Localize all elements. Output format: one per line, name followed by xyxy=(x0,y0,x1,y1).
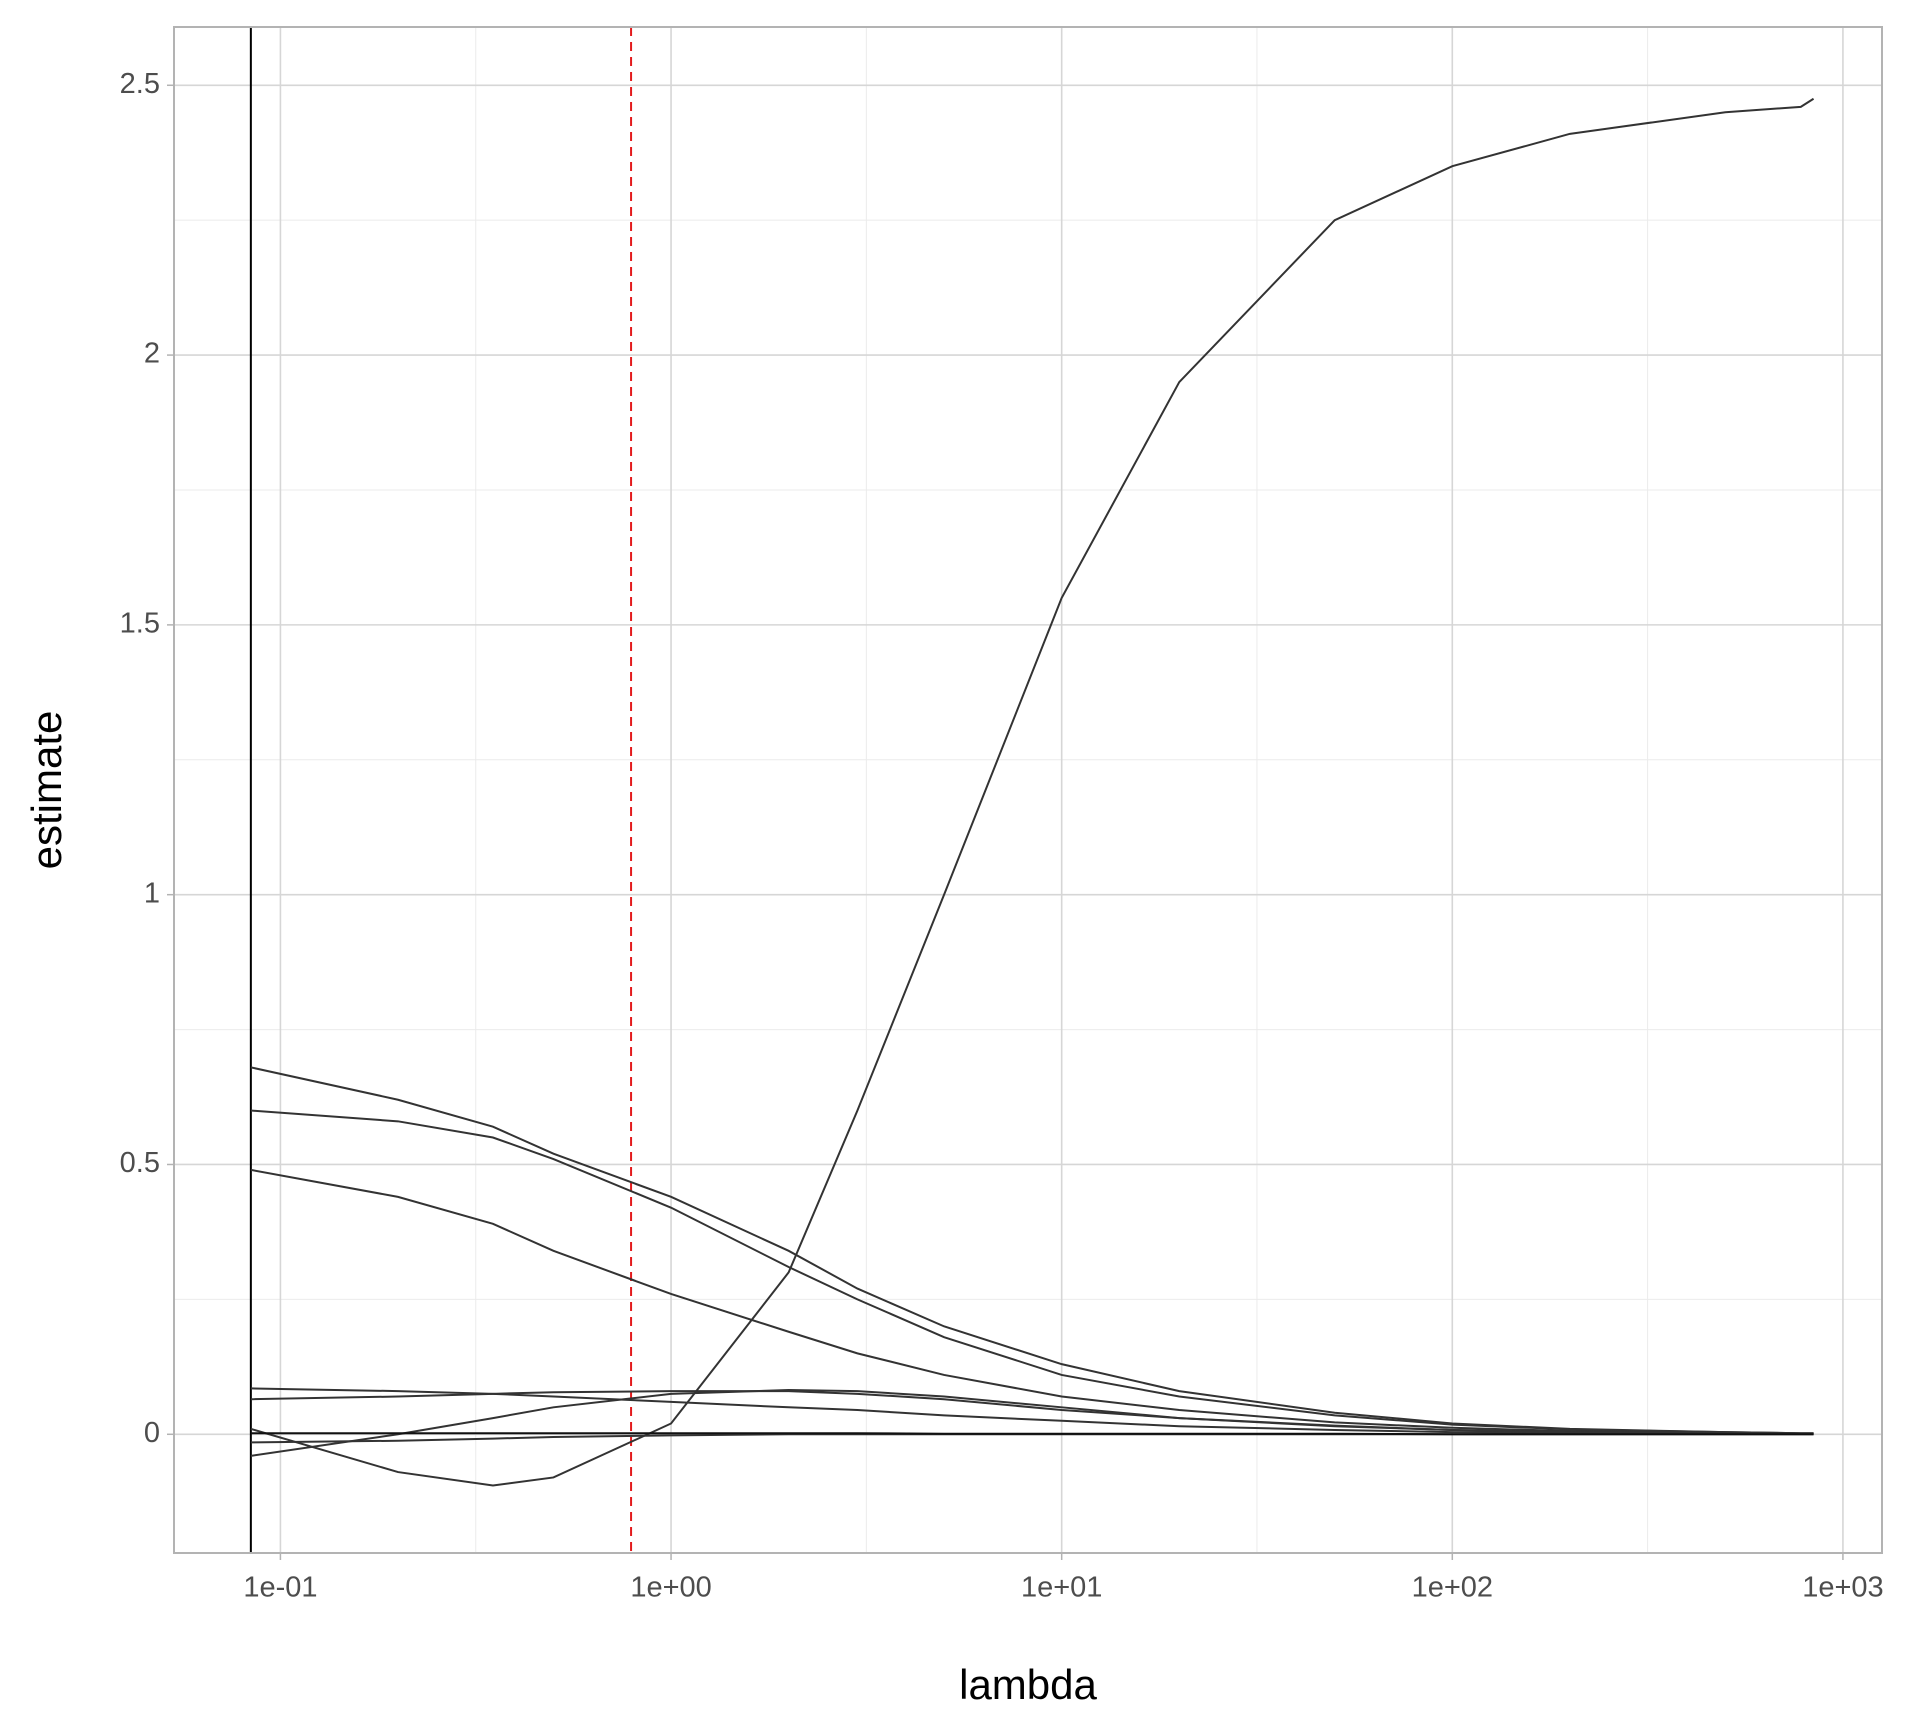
x-tick-label: 1e+03 xyxy=(1802,1572,1883,1604)
panel-border xyxy=(173,26,1883,1554)
series-line xyxy=(250,1109,1814,1435)
series-line xyxy=(250,1433,1814,1444)
y-axis-title: estimate xyxy=(23,711,70,870)
y-tick-label: 0 xyxy=(144,1417,160,1449)
y-tick-label: 1.5 xyxy=(120,608,160,640)
x-axis-title: lambda xyxy=(959,1661,1097,1708)
x-tick-label: 1e+00 xyxy=(630,1572,711,1604)
x-tick-label: 1e+02 xyxy=(1412,1572,1493,1604)
y-tick-label: 1 xyxy=(144,877,160,909)
x-tick-label: 1e+01 xyxy=(1021,1572,1102,1604)
series-line xyxy=(250,1390,1814,1435)
series-line xyxy=(250,1432,1814,1436)
series-line xyxy=(250,97,1815,1487)
series-line xyxy=(250,1066,1814,1435)
x-tick-label: 1e-01 xyxy=(243,1572,317,1604)
series-line xyxy=(250,1387,1814,1436)
y-tick-label: 0.5 xyxy=(120,1147,160,1179)
y-tick-label: 2.5 xyxy=(120,68,160,100)
y-tick-label: 2 xyxy=(144,338,160,370)
series-line xyxy=(250,1389,1814,1457)
